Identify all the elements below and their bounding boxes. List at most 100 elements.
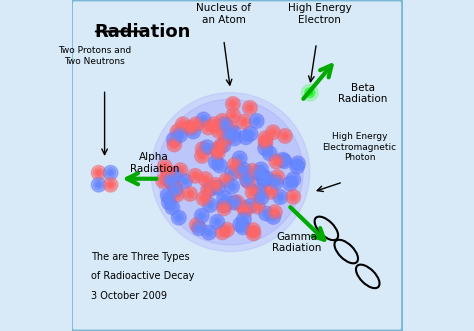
Circle shape bbox=[242, 207, 248, 213]
Circle shape bbox=[170, 182, 180, 192]
Circle shape bbox=[238, 203, 253, 217]
Circle shape bbox=[226, 108, 240, 123]
Circle shape bbox=[214, 138, 228, 153]
Circle shape bbox=[258, 135, 273, 150]
Circle shape bbox=[167, 137, 182, 152]
Circle shape bbox=[258, 172, 261, 174]
Circle shape bbox=[256, 193, 266, 203]
Circle shape bbox=[105, 168, 116, 178]
Circle shape bbox=[246, 179, 251, 185]
Circle shape bbox=[230, 195, 245, 210]
Circle shape bbox=[269, 154, 283, 169]
Circle shape bbox=[203, 181, 218, 196]
Circle shape bbox=[210, 180, 220, 190]
Circle shape bbox=[279, 196, 282, 199]
Circle shape bbox=[206, 146, 209, 149]
Circle shape bbox=[228, 157, 242, 172]
Circle shape bbox=[224, 129, 235, 140]
Circle shape bbox=[188, 125, 193, 131]
Circle shape bbox=[241, 216, 247, 222]
Circle shape bbox=[166, 178, 169, 181]
Circle shape bbox=[269, 154, 283, 169]
Circle shape bbox=[165, 200, 180, 214]
Circle shape bbox=[226, 97, 240, 111]
Circle shape bbox=[222, 121, 228, 127]
Circle shape bbox=[264, 141, 267, 144]
Circle shape bbox=[198, 144, 208, 154]
Circle shape bbox=[286, 190, 301, 204]
Circle shape bbox=[194, 174, 197, 177]
Circle shape bbox=[273, 190, 288, 204]
Circle shape bbox=[231, 130, 237, 136]
Circle shape bbox=[262, 176, 265, 179]
Circle shape bbox=[244, 177, 254, 187]
Circle shape bbox=[250, 189, 255, 195]
Circle shape bbox=[264, 137, 267, 140]
Circle shape bbox=[218, 117, 232, 131]
Circle shape bbox=[165, 175, 175, 186]
Circle shape bbox=[169, 179, 172, 182]
Circle shape bbox=[273, 179, 279, 185]
Circle shape bbox=[205, 124, 211, 130]
Circle shape bbox=[238, 222, 248, 232]
Circle shape bbox=[199, 194, 209, 204]
Circle shape bbox=[222, 225, 232, 235]
Circle shape bbox=[233, 137, 236, 140]
Circle shape bbox=[96, 170, 101, 176]
Circle shape bbox=[215, 114, 229, 128]
Circle shape bbox=[268, 205, 282, 219]
Circle shape bbox=[258, 131, 273, 146]
Circle shape bbox=[196, 191, 211, 206]
Circle shape bbox=[201, 196, 207, 202]
Circle shape bbox=[257, 173, 272, 188]
Circle shape bbox=[225, 166, 239, 180]
Circle shape bbox=[170, 170, 181, 180]
Circle shape bbox=[219, 118, 225, 124]
Circle shape bbox=[252, 166, 267, 180]
Circle shape bbox=[274, 174, 280, 180]
Circle shape bbox=[214, 219, 220, 225]
Circle shape bbox=[237, 115, 251, 129]
Circle shape bbox=[234, 199, 240, 205]
Text: 3 October 2009: 3 October 2009 bbox=[91, 291, 167, 301]
Circle shape bbox=[244, 209, 247, 212]
Circle shape bbox=[103, 166, 118, 180]
Circle shape bbox=[177, 216, 180, 219]
Circle shape bbox=[215, 160, 225, 170]
Circle shape bbox=[291, 176, 296, 182]
Circle shape bbox=[209, 187, 212, 190]
Circle shape bbox=[219, 203, 229, 213]
Circle shape bbox=[177, 132, 183, 138]
Circle shape bbox=[219, 173, 234, 187]
Circle shape bbox=[162, 195, 176, 210]
Circle shape bbox=[236, 162, 251, 177]
Circle shape bbox=[257, 189, 260, 192]
Circle shape bbox=[241, 226, 244, 229]
Circle shape bbox=[268, 127, 278, 137]
Circle shape bbox=[221, 195, 227, 201]
Circle shape bbox=[243, 206, 246, 209]
Circle shape bbox=[280, 157, 286, 163]
Circle shape bbox=[271, 177, 281, 187]
Circle shape bbox=[217, 201, 231, 215]
Circle shape bbox=[283, 176, 298, 191]
Circle shape bbox=[165, 170, 172, 176]
Circle shape bbox=[253, 185, 268, 199]
Circle shape bbox=[188, 126, 199, 137]
Circle shape bbox=[165, 193, 171, 198]
Circle shape bbox=[260, 196, 263, 199]
Circle shape bbox=[198, 172, 213, 186]
Circle shape bbox=[285, 179, 295, 189]
Circle shape bbox=[277, 194, 283, 200]
Circle shape bbox=[239, 214, 249, 224]
Circle shape bbox=[173, 185, 176, 188]
Circle shape bbox=[210, 180, 225, 195]
Circle shape bbox=[270, 207, 280, 217]
Circle shape bbox=[201, 120, 216, 135]
Circle shape bbox=[173, 143, 176, 146]
Circle shape bbox=[212, 158, 227, 173]
Circle shape bbox=[221, 231, 224, 234]
Circle shape bbox=[201, 117, 206, 122]
Circle shape bbox=[167, 178, 173, 183]
Circle shape bbox=[237, 201, 251, 215]
